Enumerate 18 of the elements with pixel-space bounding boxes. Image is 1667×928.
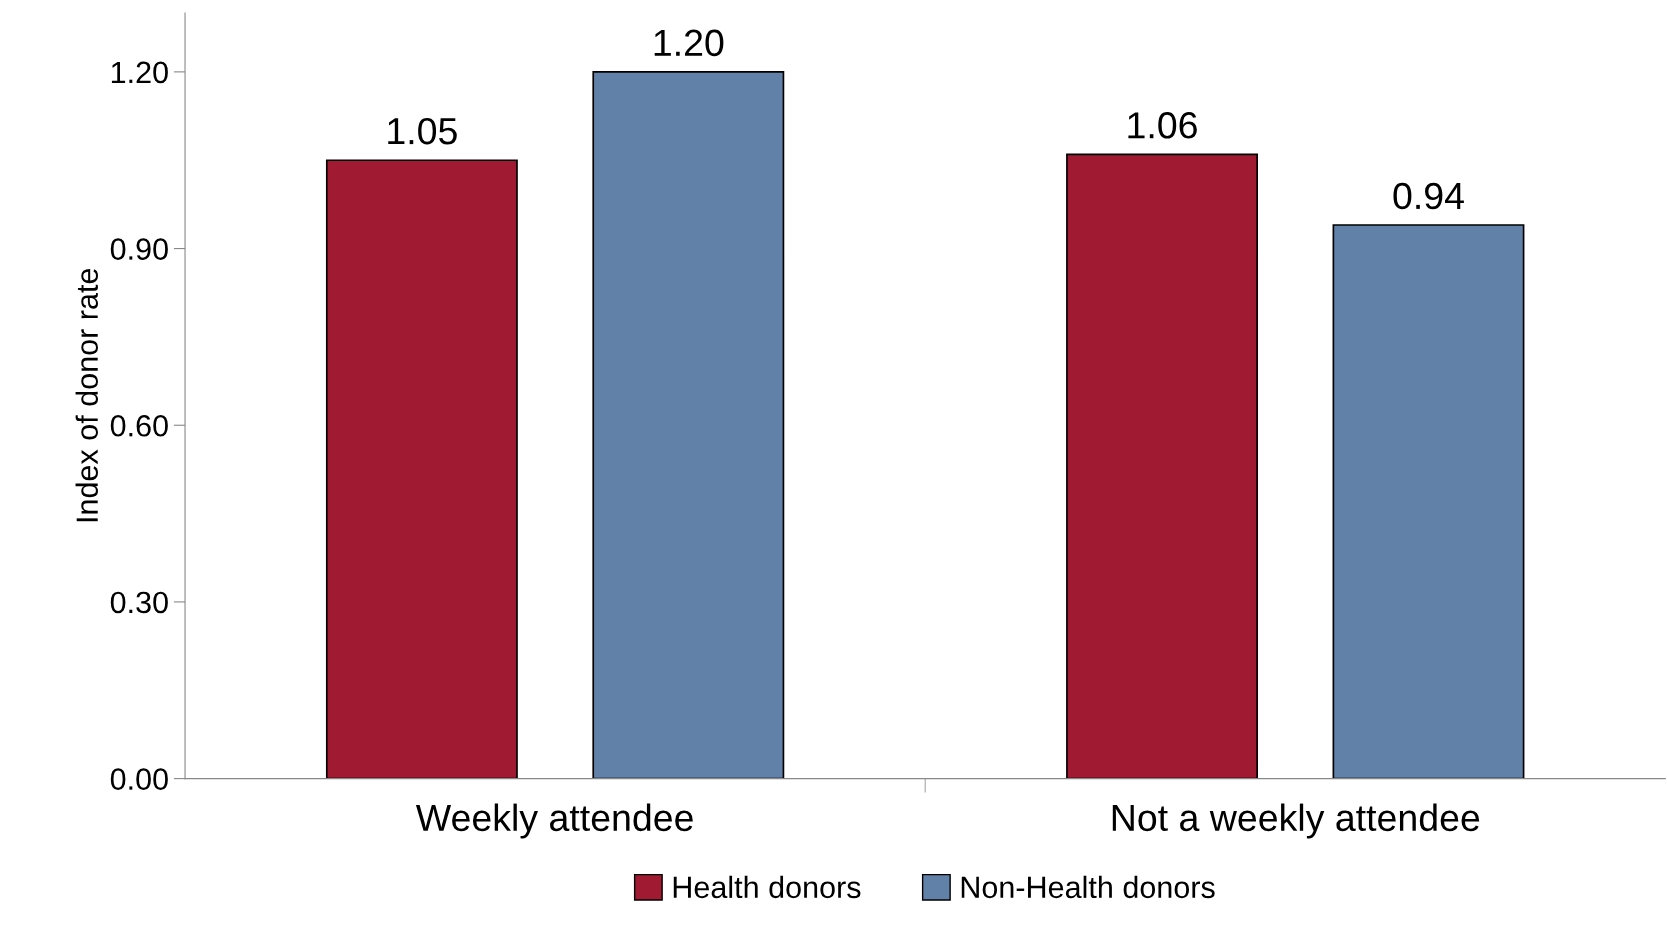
bar [325,159,518,779]
y-tick-label: 0.60 [110,414,168,437]
data-label: 0.94 [1393,182,1464,210]
legend-label: Non-Health donors [961,875,1215,899]
y-tick-label: 0.30 [110,591,168,614]
legend-label: Health donors [673,875,861,899]
x-tick-label: Weekly attendee [415,803,693,839]
y-tick-label: 0.00 [110,768,168,790]
data-label: 1.20 [654,29,724,57]
y-tick-label: 1.20 [111,61,168,84]
data-label: 1.05 [388,117,457,145]
bar [592,71,785,779]
y-axis-title: Index of donor rate [75,268,99,522]
data-label: 1.06 [1128,112,1197,139]
y-tick-label: 0.90 [110,238,168,260]
bar [1332,224,1525,779]
x-tick-label: Not a weekly attendee [1112,803,1480,839]
bar [1066,153,1258,779]
